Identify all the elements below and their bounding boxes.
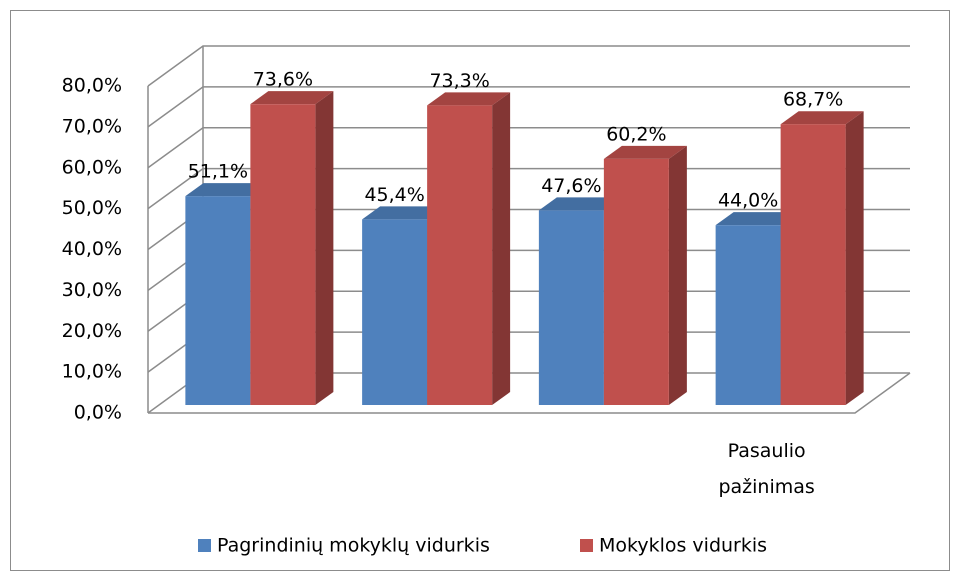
- bar-front: [185, 196, 251, 405]
- grid-line: [147, 127, 910, 169]
- data-label: 73,6%: [253, 69, 313, 91]
- bar-front: [538, 210, 604, 405]
- data-label: 73,3%: [429, 70, 489, 92]
- legend-label: Pagrindinių mokyklų vidurkis: [217, 535, 490, 557]
- bar: [780, 111, 864, 405]
- bar-top: [603, 145, 687, 159]
- y-tick-label: 40,0%: [62, 238, 122, 260]
- data-label: 44,0%: [718, 190, 778, 212]
- y-tick-label: 60,0%: [62, 156, 122, 178]
- bar-front: [715, 225, 781, 405]
- bar: [603, 145, 687, 405]
- legend-swatch: [198, 539, 211, 552]
- data-label: 60,2%: [606, 123, 666, 145]
- x-tick-line: Pasaulio: [728, 440, 806, 462]
- x-tick-line: pažinimas: [718, 476, 814, 498]
- bar-side: [845, 111, 864, 405]
- bar-front: [603, 158, 669, 405]
- bar: [427, 92, 511, 405]
- y-tick-label: 0,0%: [74, 402, 122, 424]
- data-label: 68,7%: [783, 89, 843, 111]
- data-label: 47,6%: [541, 175, 601, 197]
- y-tick-label: 10,0%: [62, 361, 122, 383]
- bar-top: [250, 91, 334, 105]
- bar-side: [668, 145, 687, 405]
- bar-top: [427, 92, 511, 106]
- bar-top: [185, 183, 269, 197]
- bar: [250, 91, 334, 405]
- data-label: 45,4%: [364, 184, 424, 206]
- bar-side: [492, 92, 511, 405]
- bar-top: [538, 197, 622, 211]
- legend-swatch: [580, 539, 593, 552]
- y-tick-label: 30,0%: [62, 279, 122, 301]
- bar-front: [427, 105, 493, 405]
- y-tick-label: 50,0%: [62, 197, 122, 219]
- data-label: 51,1%: [188, 161, 248, 183]
- bar-top: [362, 206, 446, 220]
- grid-line: [147, 45, 910, 87]
- bar-top: [715, 212, 799, 226]
- floor-edge: [148, 372, 911, 414]
- x-tick-label: Pasaulio pažinimas: [718, 440, 814, 498]
- bar-front: [362, 219, 428, 405]
- y-tick-label: 80,0%: [62, 75, 122, 97]
- bar-front: [780, 124, 846, 405]
- y-tick-label: 20,0%: [62, 320, 122, 342]
- bar-front: [250, 104, 316, 405]
- bar-top: [780, 111, 864, 125]
- bar-side: [315, 91, 334, 405]
- legend-label: Mokyklos vidurkis: [599, 535, 767, 557]
- grid-line: [147, 86, 910, 128]
- y-tick-label: 70,0%: [62, 115, 122, 137]
